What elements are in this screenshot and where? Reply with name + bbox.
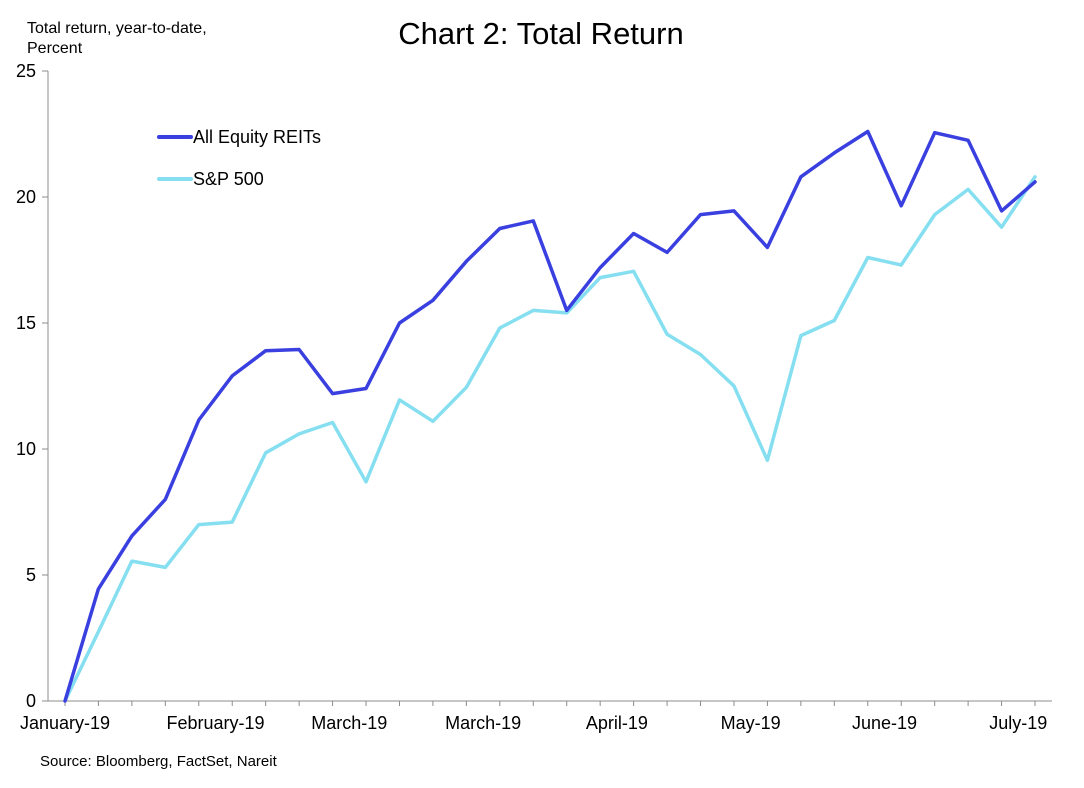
x-tick-label: May-19 <box>721 713 781 733</box>
legend-label: S&P 500 <box>193 169 264 189</box>
y-tick-label: 25 <box>16 61 36 81</box>
x-tick-label: March-19 <box>445 713 521 733</box>
series-layer <box>63 129 1037 703</box>
series-line-all-equity-reits <box>63 129 1037 703</box>
x-tick-label: February-19 <box>166 713 264 733</box>
chart-title: Chart 2: Total Return <box>398 16 683 51</box>
source-note: Source: Bloomberg, FactSet, Nareit <box>40 753 278 770</box>
x-tick-label: April-19 <box>586 713 648 733</box>
y-tick-label: 5 <box>26 565 36 585</box>
x-tick-label: March-19 <box>311 713 387 733</box>
y-tick-label: 0 <box>26 691 36 711</box>
x-tick-label: January-19 <box>20 713 110 733</box>
x-tick-label: July-19 <box>989 713 1047 733</box>
y-tick-label: 10 <box>16 439 36 459</box>
y-axis-label-line-2: Percent <box>27 40 83 57</box>
y-tick-label: 15 <box>16 313 36 333</box>
legend-label: All Equity REITs <box>193 127 321 147</box>
y-axis: 0 5 10 15 20 25 <box>16 61 49 711</box>
series-line-s-p-500 <box>63 175 1037 703</box>
legend: All Equity REITs S&P 500 <box>157 127 321 189</box>
y-tick-label: 20 <box>16 187 36 207</box>
y-axis-label-line-1: Total return, year-to-date, <box>27 20 207 37</box>
x-axis: January-19 February-19 March-19 March-19 Apr… <box>20 700 1052 733</box>
x-tick-label: June-19 <box>852 713 917 733</box>
